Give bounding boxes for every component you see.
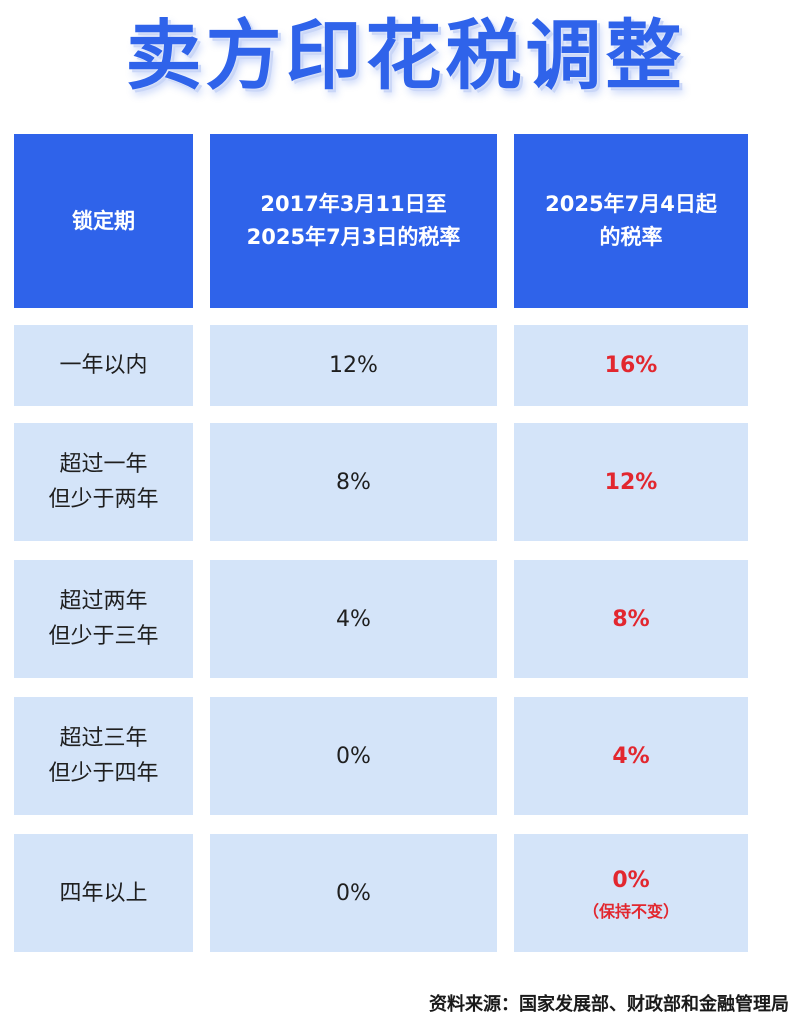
row-3-period-line-1: 超过两年 [59,589,148,614]
header-new-rate-line-1: 2025年7月4日起 [545,192,717,216]
row-5-old-rate: 0% [210,834,497,952]
row-1-period: 一年以内 [14,325,193,406]
row-2-old-rate-value: 8% [336,469,371,495]
row-3-old-rate-value: 4% [336,606,371,632]
row-4-new-rate: 4% [514,697,748,815]
header-lock-period-label: 锁定期 [72,208,135,233]
row-3-old-rate: 4% [210,560,497,678]
row-5-new-rate-note: （保持不变） [582,901,679,921]
header-old-rate: 2017年3月11日至 2025年7月3日的税率 [210,134,497,308]
header-new-rate: 2025年7月4日起 的税率 [514,134,748,308]
row-2-new-rate-value: 12% [604,469,658,495]
row-4-period-line-1: 超过三年 [59,726,148,751]
row-3-new-rate-value: 8% [612,606,650,632]
row-4-old-rate-value: 0% [336,743,371,769]
row-2-period-line-1: 超过一年 [59,452,148,477]
row-5-period-line-1: 四年以上 [59,880,148,906]
row-1-new-rate: 16% [514,325,748,406]
row-5-new-rate-value: 0% [612,867,650,893]
row-2-old-rate: 8% [210,423,497,541]
row-4-period-line-2: 但少于四年 [48,761,159,786]
row-4-old-rate: 0% [210,697,497,815]
header-lock-period: 锁定期 [14,134,193,308]
source-note: 资料来源：国家发展部、财政部和金融管理局 [429,994,789,1015]
row-3-new-rate: 8% [514,560,748,678]
row-2-period-line-2: 但少于两年 [48,487,159,512]
row-4-period: 超过三年 但少于四年 [14,697,193,815]
row-1-period-line-1: 一年以内 [59,353,148,378]
row-5-old-rate-value: 0% [336,880,371,906]
row-5-new-rate: 0% （保持不变） [514,834,748,952]
header-new-rate-line-2: 的税率 [599,225,663,249]
header-old-rate-line-1: 2017年3月11日至 [260,192,447,216]
row-2-new-rate: 12% [514,423,748,541]
row-2-period: 超过一年 但少于两年 [14,423,193,541]
header-old-rate-line-2: 2025年7月3日的税率 [246,225,461,249]
row-1-old-rate-value: 12% [329,353,378,378]
row-4-new-rate-value: 4% [612,743,650,769]
page-title: 卖方印花税调整 [125,11,686,100]
row-1-old-rate: 12% [210,325,497,406]
row-1-new-rate-value: 16% [604,353,658,378]
row-3-period: 超过两年 但少于三年 [14,560,193,678]
row-5-period: 四年以上 [14,834,193,952]
row-3-period-line-2: 但少于三年 [48,624,159,649]
